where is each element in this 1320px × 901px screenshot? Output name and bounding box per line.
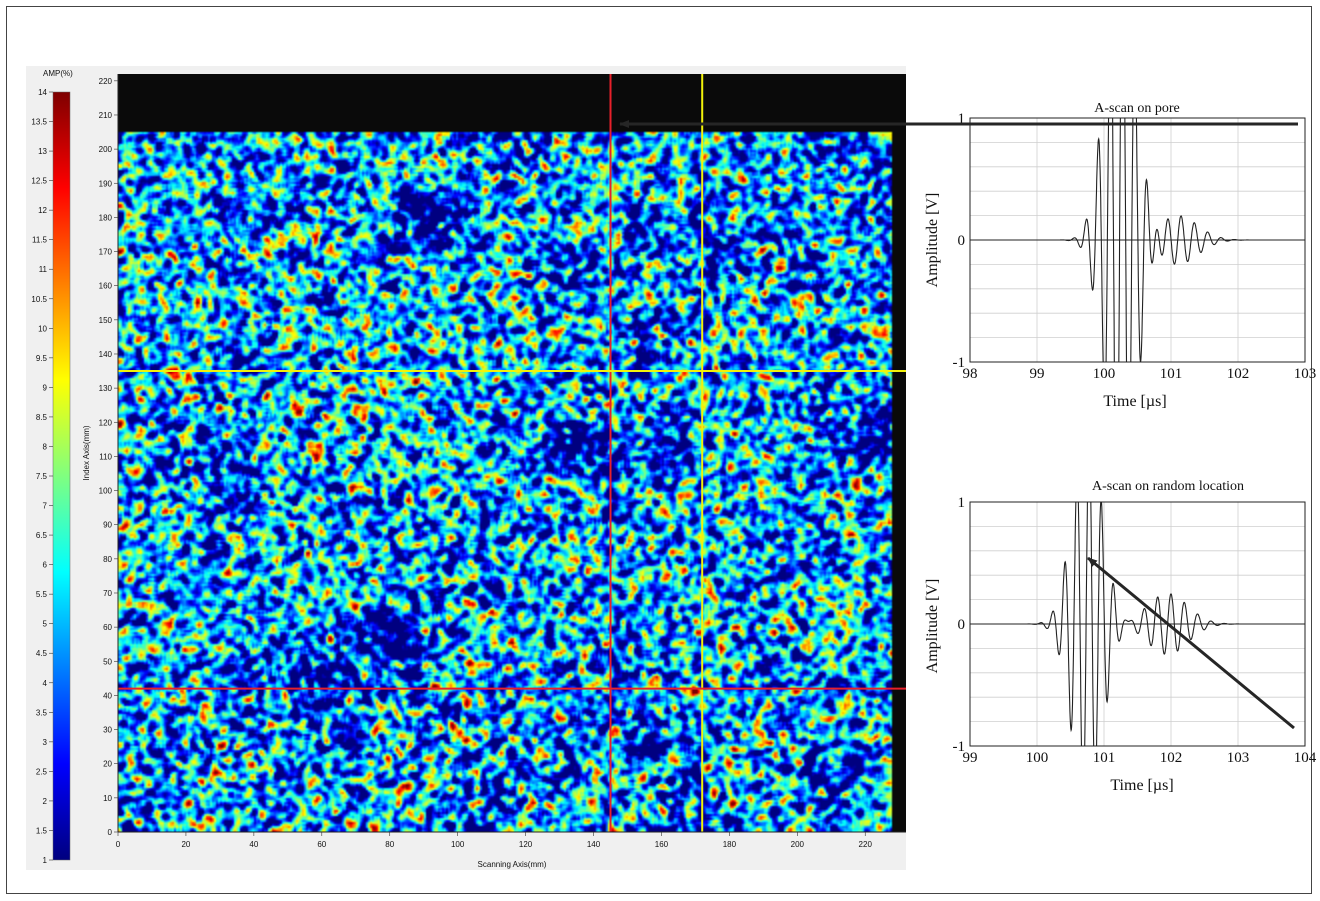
- colorbar-tick-label: 11.5: [32, 236, 48, 245]
- heatmap-plot: 0 20 40 60 80 100 120 140 160 180 200 220 220210200…: [82, 74, 906, 869]
- y-tick-label: 70: [103, 589, 112, 598]
- y-tick-label: 190: [99, 179, 113, 188]
- figure-frame: [6, 6, 1312, 894]
- colorbar-tick-label: 13: [38, 147, 47, 156]
- heatmap-image: [118, 74, 906, 832]
- cscan-svg: AMP(%) 1413.51312.51211.51110.5109.598.5…: [31, 69, 906, 869]
- colorbar-tick-label: 4: [43, 679, 48, 688]
- y-tick-label: 50: [103, 657, 112, 666]
- colorbar-tick-label: 2.5: [36, 767, 48, 776]
- colorbar-tick-label: 14: [38, 88, 47, 97]
- colorbar-title: AMP(%): [43, 69, 73, 78]
- y-tick-label: 30: [103, 726, 112, 735]
- colorbar-tick-label: 8.5: [36, 413, 48, 422]
- colorbar-tick-label: 10.5: [31, 295, 47, 304]
- x-tick-label: 0: [116, 840, 121, 849]
- y-tick-label: 200: [99, 145, 113, 154]
- x-tick-label: 40: [249, 840, 258, 849]
- y-tick-label: 140: [99, 350, 113, 359]
- colorbar-tick-label: 6: [43, 561, 48, 570]
- colorbar-tick-label: 3.5: [36, 708, 48, 717]
- colorbar-tick-label: 9: [43, 383, 48, 392]
- x-tick-label: 140: [587, 840, 601, 849]
- colorbar-tick-label: 1: [43, 856, 48, 865]
- y-tick-label: 90: [103, 521, 112, 530]
- y-tick-label: 10: [103, 794, 112, 803]
- x-tick-label: 160: [655, 840, 669, 849]
- colorbar-tick-label: 13.5: [31, 118, 47, 127]
- y-tick-label: 80: [103, 555, 112, 564]
- colorbar-tick-label: 2: [43, 797, 48, 806]
- colorbar-tick-label: 4.5: [36, 649, 48, 658]
- colorbar-tick-label: 6.5: [36, 531, 48, 540]
- colorbar-tick-label: 12: [38, 206, 47, 215]
- colorbar-tick-label: 5.5: [36, 590, 48, 599]
- colorbar-tick-label: 11: [39, 265, 48, 274]
- y-tick-label: 160: [99, 282, 113, 291]
- y-axis-label: Index Axis(mm): [82, 425, 91, 480]
- y-tick-label: 210: [99, 111, 113, 120]
- colorbar-tick-label: 8: [43, 442, 48, 451]
- colorbar-tick-label: 12.5: [31, 177, 47, 186]
- y-tick-label: 220: [99, 77, 113, 86]
- y-tick-label: 60: [103, 623, 112, 632]
- x-tick-label: 200: [791, 840, 805, 849]
- y-tick-label: 150: [99, 316, 113, 325]
- y-tick-label: 120: [99, 418, 113, 427]
- cscan-panel: AMP(%) 14 13.5 13 12.5 12 11.5 11 10.5 10 9.5 9 8.5…: [26, 66, 906, 870]
- x-tick-label: 60: [317, 840, 326, 849]
- colorbar-tick-label: 3: [43, 738, 48, 747]
- y-tick-label: 0: [108, 828, 113, 837]
- y-tick-label: 40: [103, 691, 112, 700]
- colorbar-tick-label: 9.5: [36, 354, 48, 363]
- x-tick-label: 80: [385, 840, 394, 849]
- colorbar-tick-label: 10: [38, 324, 47, 333]
- colorbar-tick-label: 7: [43, 502, 48, 511]
- y-tick-label: 170: [99, 248, 113, 257]
- y-tick-label: 20: [103, 760, 112, 769]
- x-tick-label: 220: [859, 840, 873, 849]
- x-tick-label: 100: [451, 840, 465, 849]
- x-axis-label: Scanning Axis(mm): [478, 860, 547, 869]
- colorbar-gradient: [52, 91, 71, 861]
- colorbar: AMP(%) 1413.51312.51211.51110.5109.598.5…: [31, 69, 73, 865]
- x-tick-label: 120: [519, 840, 533, 849]
- y-tick-label: 110: [99, 452, 112, 461]
- colorbar-tick-label: 7.5: [36, 472, 48, 481]
- y-tick-label: 180: [99, 213, 113, 222]
- y-tick-label: 100: [99, 487, 113, 496]
- x-tick-label: 180: [723, 840, 737, 849]
- x-tick-label: 20: [181, 840, 190, 849]
- colorbar-tick-label: 5: [43, 620, 48, 629]
- y-tick-label: 130: [99, 384, 113, 393]
- colorbar-tick-label: 1.5: [36, 826, 48, 835]
